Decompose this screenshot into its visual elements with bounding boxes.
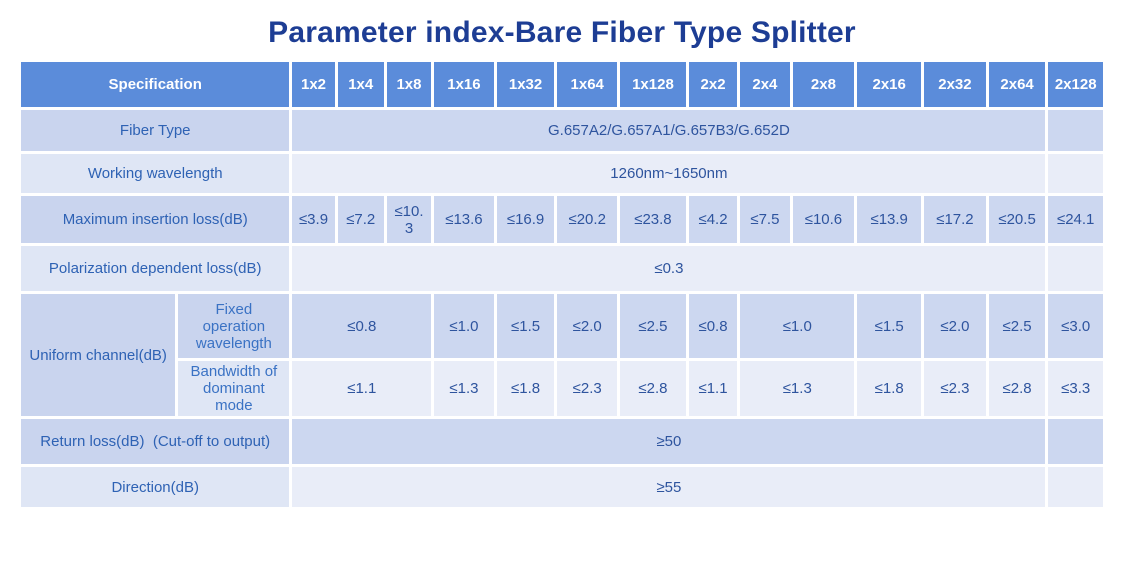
value-cell: ≤10.3 [386,196,432,243]
value-cell: ≤3.0 [1048,294,1103,358]
row-label: Polarization dependent loss(dB) [21,246,290,291]
value-cell: ≤16.9 [496,196,555,243]
value-cell: ≥50 [292,419,1046,464]
row-label: Direction(dB) [21,467,290,507]
value-cell: ≤1.3 [740,361,855,416]
row-sublabel: Bandwidth of dominant mode [178,361,290,416]
value-cell: ≤20.5 [988,196,1046,243]
table-row: Direction(dB) ≥55 [21,467,1103,507]
value-cell: ≤2.3 [557,361,618,416]
value-cell: ≤1.8 [496,361,555,416]
row-label: Maximum insertion loss(dB) [21,196,290,243]
header-cell: 1x8 [386,62,432,107]
value-cell: ≤10.6 [792,196,855,243]
value-cell: ≤3.9 [292,196,335,243]
header-cell: 2x4 [740,62,790,107]
row-label: Fiber Type [21,110,290,151]
header-cell: 2x8 [792,62,855,107]
value-cell: ≤20.2 [557,196,618,243]
value-cell: ≤2.0 [557,294,618,358]
row-sublabel: Fixed operation wavelength [178,294,290,358]
header-cell: 2x2 [688,62,738,107]
value-cell [1048,110,1103,151]
value-cell: ≤2.3 [924,361,986,416]
table-row: Maximum insertion loss(dB) ≤3.9 ≤7.2 ≤10.3 ≤… [21,196,1103,243]
header-cell: 1x4 [337,62,384,107]
value-cell: ≤1.8 [857,361,922,416]
value-cell: ≤24.1 [1048,196,1103,243]
header-cell: 2x64 [988,62,1046,107]
value-cell: ≤0.3 [292,246,1046,291]
header-cell: 2x16 [857,62,922,107]
value-cell: ≤0.8 [688,294,738,358]
value-cell: 1260nm~1650nm [292,154,1046,193]
header-cell: 1x64 [557,62,618,107]
header-cell: 2x128 [1048,62,1103,107]
value-cell: ≤1.0 [434,294,494,358]
value-cell: ≤1.5 [857,294,922,358]
value-cell [1048,419,1103,464]
value-cell: ≤1.0 [740,294,855,358]
value-cell: ≤1.3 [434,361,494,416]
value-cell: ≤7.2 [337,196,384,243]
value-cell: ≤2.5 [988,294,1046,358]
header-row: Specification 1x2 1x4 1x8 1x16 1x32 1x64 1x128 2… [21,62,1103,107]
row-label: Uniform channel(dB) [21,294,176,416]
spec-table: Specification 1x2 1x4 1x8 1x16 1x32 1x64 1x128 2… [18,59,1106,510]
value-cell: ≤13.9 [857,196,922,243]
value-cell: ≤23.8 [620,196,686,243]
value-cell: ≥55 [292,467,1046,507]
value-cell: ≤0.8 [292,294,432,358]
table-row: Working wavelength 1260nm~1650nm [21,154,1103,193]
value-cell [1048,246,1103,291]
header-cell: 1x32 [496,62,555,107]
value-cell: ≤4.2 [688,196,738,243]
value-cell: G.657A2/G.657A1/G.657B3/G.652D [292,110,1046,151]
value-cell: ≤17.2 [924,196,986,243]
table-row: Bandwidth of dominant mode ≤1.1 ≤1.3 ≤1.8 ≤2… [21,361,1103,416]
value-cell: ≤13.6 [434,196,494,243]
spec-table-body: Fiber Type G.657A2/G.657A1/G.657B3/G.652D… [21,110,1103,507]
header-cell: 2x32 [924,62,986,107]
table-row: Return loss(dB) (Cut-off to output) ≥50 [21,419,1103,464]
page-title: Parameter index-Bare Fiber Type Splitter [268,16,856,49]
value-cell: ≤2.5 [620,294,686,358]
value-cell [1048,467,1103,507]
row-label: Return loss(dB) (Cut-off to output) [21,419,290,464]
header-cell: 1x128 [620,62,686,107]
value-cell: ≤1.1 [688,361,738,416]
row-label: Working wavelength [21,154,290,193]
header-cell: 1x2 [292,62,335,107]
value-cell: ≤1.5 [496,294,555,358]
value-cell: ≤2.8 [620,361,686,416]
value-cell: ≤7.5 [740,196,790,243]
table-row: Uniform channel(dB) Fixed operation wavel… [21,294,1103,416]
value-cell: ≤2.8 [988,361,1046,416]
table-row: Polarization dependent loss(dB) ≤0.3 [21,246,1103,291]
spec-table-head: Specification 1x2 1x4 1x8 1x16 1x32 1x64 1x128 2… [21,62,1103,107]
value-cell: ≤2.0 [924,294,986,358]
value-cell: ≤1.1 [292,361,432,416]
value-cell: ≤3.3 [1048,361,1103,416]
header-cell: Specification [21,62,290,107]
table-row: Fiber Type G.657A2/G.657A1/G.657B3/G.652D [21,110,1103,151]
header-cell: 1x16 [434,62,494,107]
value-cell [1048,154,1103,193]
